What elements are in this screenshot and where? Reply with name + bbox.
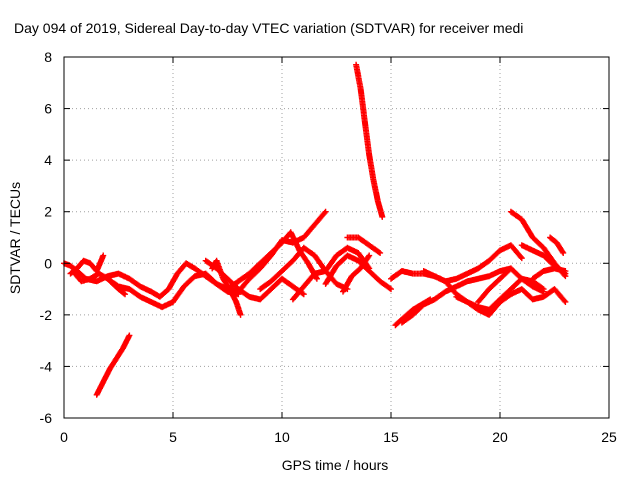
plot-frame xyxy=(63,56,610,419)
x-tick-label: 25 xyxy=(601,429,617,445)
data-point-markers xyxy=(392,296,434,329)
data-tracks xyxy=(61,61,569,398)
data-point-markers xyxy=(475,265,547,305)
series-track-24 xyxy=(547,234,567,256)
series-track-12 xyxy=(322,252,394,293)
series-track-2 xyxy=(67,252,107,277)
series-track-25 xyxy=(529,265,569,282)
data-point-markers xyxy=(235,229,320,285)
series-track-14 xyxy=(340,252,373,295)
data-point-markers xyxy=(93,332,133,398)
y-tick-label: 2 xyxy=(44,204,52,220)
series-track-18 xyxy=(392,296,434,329)
data-point-markers xyxy=(547,234,567,256)
y-tick-label: 6 xyxy=(44,101,52,117)
data-point-markers xyxy=(289,244,373,303)
x-tick-label: 20 xyxy=(492,429,508,445)
data-point-markers xyxy=(353,61,386,220)
axis-ticks: 0 5 10 15 20 25 -6 -4 -2 0 2 4 6 8 xyxy=(40,49,617,445)
y-tick-label: -2 xyxy=(40,307,53,323)
x-axis-label: GPS time / hours xyxy=(282,457,389,473)
x-tick-label: 0 xyxy=(60,429,68,445)
series-track-21 xyxy=(475,265,547,305)
y-tick-label: 8 xyxy=(44,49,52,65)
y-tick-label: 4 xyxy=(44,152,52,168)
chart-title: Day 094 of 2019, Sidereal Day-to-day VTE… xyxy=(14,20,523,36)
y-axis-label: SDTVAR / TECUs xyxy=(7,182,23,294)
series-track-13 xyxy=(344,234,384,256)
y-tick-label: -4 xyxy=(40,358,53,374)
series-track-9 xyxy=(235,229,320,285)
x-tick-label: 15 xyxy=(383,429,399,445)
data-point-markers xyxy=(453,286,569,318)
series-track-10 xyxy=(257,244,351,293)
data-point-markers xyxy=(340,252,373,295)
series-track-11 xyxy=(289,244,373,303)
series-track-15 xyxy=(353,61,386,220)
data-point-markers xyxy=(104,270,242,311)
series-track-5 xyxy=(104,270,242,311)
data-point-markers xyxy=(322,252,394,293)
series-track-4 xyxy=(93,332,133,398)
series-track-20 xyxy=(453,286,569,318)
data-point-markers xyxy=(344,234,384,256)
x-tick-label: 5 xyxy=(169,429,177,445)
x-tick-label: 10 xyxy=(274,429,290,445)
data-point-markers xyxy=(257,244,351,293)
data-point-markers xyxy=(67,252,107,277)
y-tick-label: -6 xyxy=(40,410,53,426)
y-tick-label: 0 xyxy=(44,255,52,271)
data-point-markers xyxy=(529,265,569,282)
